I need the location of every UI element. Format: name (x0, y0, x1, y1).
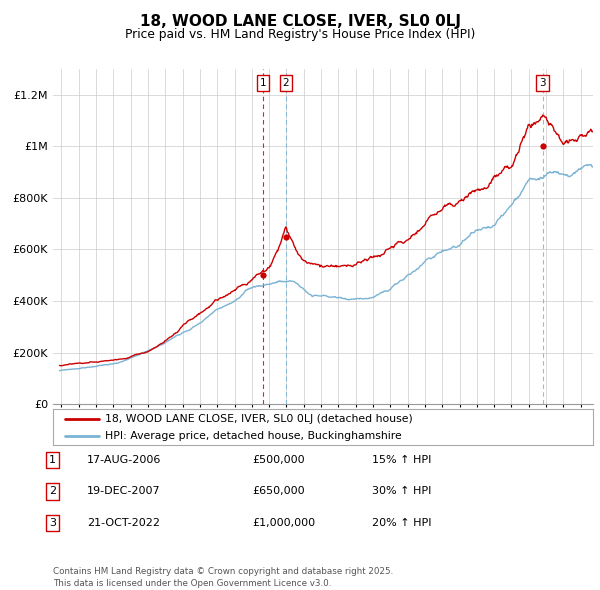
Text: 30% ↑ HPI: 30% ↑ HPI (372, 487, 431, 496)
Text: £1,000,000: £1,000,000 (252, 518, 315, 527)
Text: Price paid vs. HM Land Registry's House Price Index (HPI): Price paid vs. HM Land Registry's House … (125, 28, 475, 41)
Text: 1: 1 (49, 455, 56, 465)
Text: 1: 1 (259, 78, 266, 88)
Text: £650,000: £650,000 (252, 487, 305, 496)
Text: 3: 3 (49, 518, 56, 527)
Text: 18, WOOD LANE CLOSE, IVER, SL0 0LJ (detached house): 18, WOOD LANE CLOSE, IVER, SL0 0LJ (deta… (105, 414, 413, 424)
Text: 17-AUG-2006: 17-AUG-2006 (87, 455, 161, 465)
Text: 19-DEC-2007: 19-DEC-2007 (87, 487, 161, 496)
Text: 15% ↑ HPI: 15% ↑ HPI (372, 455, 431, 465)
Text: 21-OCT-2022: 21-OCT-2022 (87, 518, 160, 527)
Text: HPI: Average price, detached house, Buckinghamshire: HPI: Average price, detached house, Buck… (105, 431, 402, 441)
Text: 2: 2 (49, 487, 56, 496)
Text: Contains HM Land Registry data © Crown copyright and database right 2025.
This d: Contains HM Land Registry data © Crown c… (53, 567, 393, 588)
Text: 18, WOOD LANE CLOSE, IVER, SL0 0LJ: 18, WOOD LANE CLOSE, IVER, SL0 0LJ (139, 14, 461, 29)
Text: 20% ↑ HPI: 20% ↑ HPI (372, 518, 431, 527)
Text: 3: 3 (539, 78, 546, 88)
Text: £500,000: £500,000 (252, 455, 305, 465)
Text: 2: 2 (283, 78, 289, 88)
